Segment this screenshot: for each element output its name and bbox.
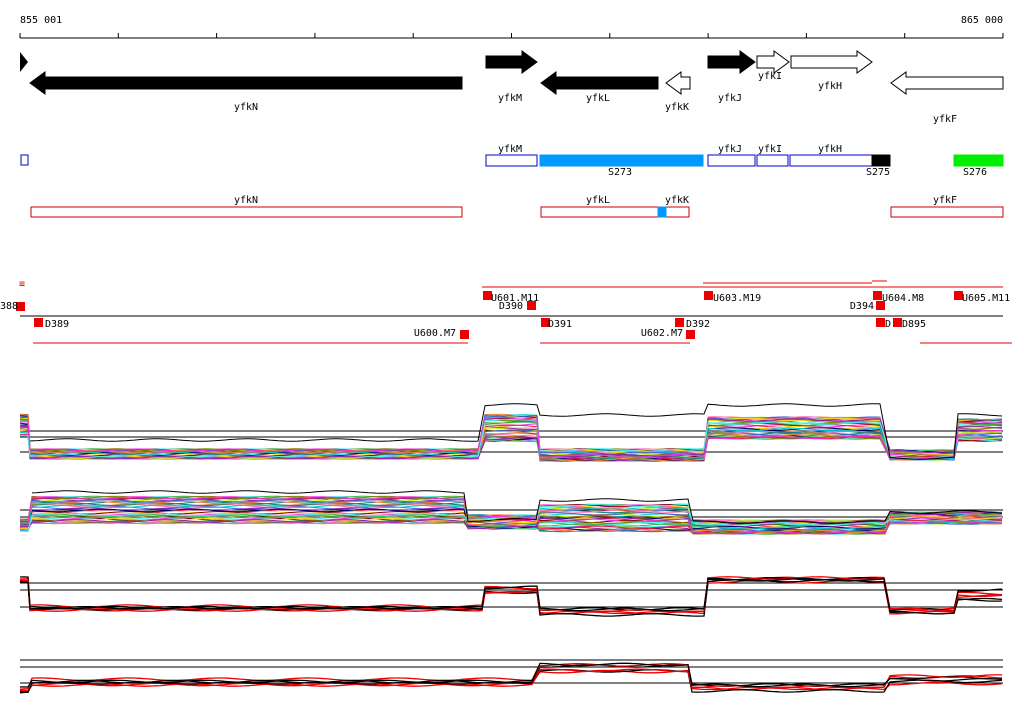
- expression-trace: [31, 490, 1003, 524]
- segment: [953, 154, 1004, 167]
- transcript: [30, 206, 463, 218]
- probe-box: [876, 318, 885, 327]
- probe-box: [675, 318, 684, 327]
- gene-arrow: [707, 50, 756, 74]
- expression-trace: [19, 496, 1003, 535]
- probe-label: U603.M19: [713, 293, 761, 304]
- gene-arrow: [29, 71, 463, 95]
- expression-trace: [19, 576, 1002, 613]
- transcript-highlight: [657, 206, 667, 218]
- probe-box: [876, 301, 885, 310]
- probe-label: U604.M8: [882, 293, 924, 304]
- expression-trace: [19, 662, 1003, 693]
- gene-arrow: [790, 50, 873, 74]
- probe-box: [893, 318, 902, 327]
- expression-trace: [29, 403, 1003, 460]
- probe-marker: ≡: [19, 279, 25, 290]
- probe-box: [34, 318, 43, 327]
- segment-box: [20, 154, 29, 166]
- segment-label: S275: [866, 167, 890, 178]
- probe-box: [704, 291, 713, 300]
- expression-trace: [19, 417, 1002, 460]
- expression-trace: [19, 418, 1003, 460]
- expression-trace: [19, 417, 1003, 459]
- segment-label: yfkH: [818, 144, 842, 155]
- probe-box: [873, 291, 882, 300]
- probe-label: D394: [850, 301, 874, 312]
- segment-label: S276: [963, 167, 987, 178]
- gene-label: yfkK: [665, 102, 689, 113]
- segment: [485, 154, 538, 167]
- segment: [789, 154, 873, 167]
- gene-arrow: [540, 71, 659, 95]
- gene-arrow: [890, 71, 1004, 95]
- expression-trace: [19, 414, 1003, 462]
- gene-arrow: [756, 50, 790, 74]
- gene-label: yfkI: [758, 71, 782, 82]
- segment-label: yfkI: [758, 144, 782, 155]
- segment: [707, 154, 756, 167]
- probe-label: 388: [0, 301, 18, 312]
- probe-label: U602.M7: [641, 328, 683, 339]
- gene-label: yfkN: [234, 102, 258, 113]
- gene-label: yfkF: [933, 114, 957, 125]
- gene-label: yfkJ: [718, 93, 742, 104]
- probe-label: D389: [45, 319, 69, 330]
- probe-box: [483, 291, 492, 300]
- probe-label: D391: [548, 319, 572, 330]
- gene-arrow: [665, 71, 691, 95]
- gene-label: yfkM: [498, 93, 522, 104]
- transcript: [890, 206, 1004, 218]
- probe-box: [954, 291, 963, 300]
- probe-label: D392: [686, 319, 710, 330]
- ruler-end: 865 000: [961, 15, 1003, 26]
- transcript-label: yfkF: [933, 195, 957, 206]
- probe-label: D390: [499, 301, 523, 312]
- expression-trace: [19, 578, 1003, 615]
- ruler-start: 855 001: [20, 15, 62, 26]
- probe-box: [541, 318, 550, 327]
- probe-label: U601.M11: [491, 293, 539, 304]
- transcript-label: yfkN: [234, 195, 258, 206]
- gene-label: yfkH: [818, 81, 842, 92]
- probe-box: [527, 301, 536, 310]
- expression-trace: [19, 508, 1002, 531]
- expression-trace: [19, 419, 1003, 459]
- probe-label: U605.M11: [962, 293, 1010, 304]
- expression-trace: [19, 663, 1003, 691]
- probe-label: U600.M7: [414, 328, 456, 339]
- gene-arrow-edge: [20, 52, 28, 72]
- transcript: [540, 206, 690, 218]
- expression-trace: [19, 414, 1003, 461]
- expression-trace: [19, 511, 1003, 530]
- transcript-label: yfkK: [665, 195, 689, 206]
- probe-label: D895: [902, 319, 926, 330]
- expression-trace: [19, 504, 1003, 530]
- expression-trace: [19, 500, 1003, 533]
- segment-label: S273: [608, 167, 632, 178]
- probe-box: [460, 330, 469, 339]
- expression-trace: [19, 417, 1003, 461]
- segment-label: yfkJ: [718, 144, 742, 155]
- gene-arrow: [485, 50, 538, 74]
- segment-label: yfkM: [498, 144, 522, 155]
- segment: [871, 154, 891, 167]
- probe-box: [16, 302, 25, 311]
- transcript-label: yfkL: [586, 195, 610, 206]
- expression-trace: [19, 418, 1003, 460]
- segment: [539, 154, 704, 167]
- probe-box: [686, 330, 695, 339]
- probe-label: D: [885, 319, 891, 330]
- gene-label: yfkL: [586, 93, 610, 104]
- segment: [756, 154, 789, 167]
